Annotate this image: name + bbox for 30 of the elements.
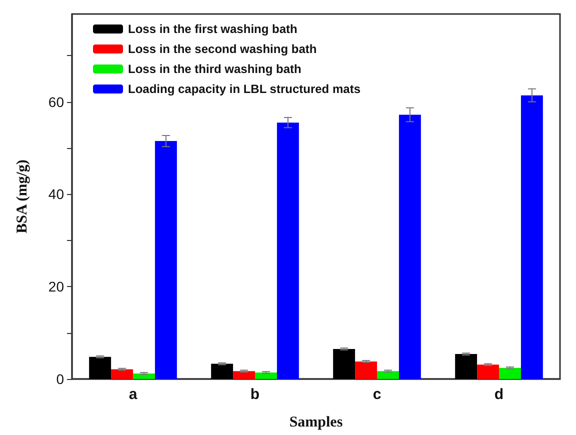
- bar: [398, 114, 421, 379]
- x-tick-label: a: [128, 386, 138, 403]
- x-tick-label: c: [372, 386, 382, 403]
- bar: [477, 364, 499, 379]
- bar: [255, 372, 277, 379]
- bar: [154, 141, 177, 379]
- bar: [355, 361, 377, 379]
- bar: [333, 348, 356, 379]
- legend-label: Loading capacity in LBL structured mats: [128, 82, 361, 96]
- y-tick-label: 20: [48, 278, 64, 295]
- y-tick-label: 0: [56, 371, 64, 387]
- legend-label: Loss in the first washing bath: [128, 22, 298, 36]
- x-axis-title: Samples: [289, 414, 343, 430]
- bar: [499, 368, 521, 379]
- y-tick-label: 60: [48, 94, 64, 110]
- bar: [133, 373, 155, 379]
- legend-label: Loss in the second washing bath: [128, 42, 317, 56]
- bar: [455, 354, 478, 379]
- bar: [520, 95, 543, 379]
- y-tick-label: 40: [48, 186, 64, 202]
- bar: [211, 364, 234, 379]
- bar: [377, 371, 399, 379]
- bar: [276, 122, 299, 379]
- legend-label: Loss in the third washing bath: [128, 62, 302, 76]
- x-tick-label: d: [494, 386, 504, 403]
- bar: [89, 356, 112, 379]
- bar: [111, 369, 133, 379]
- bar: [233, 371, 255, 379]
- x-tick-label: b: [250, 386, 260, 403]
- y-axis-title: BSA (mg/g): [14, 160, 30, 234]
